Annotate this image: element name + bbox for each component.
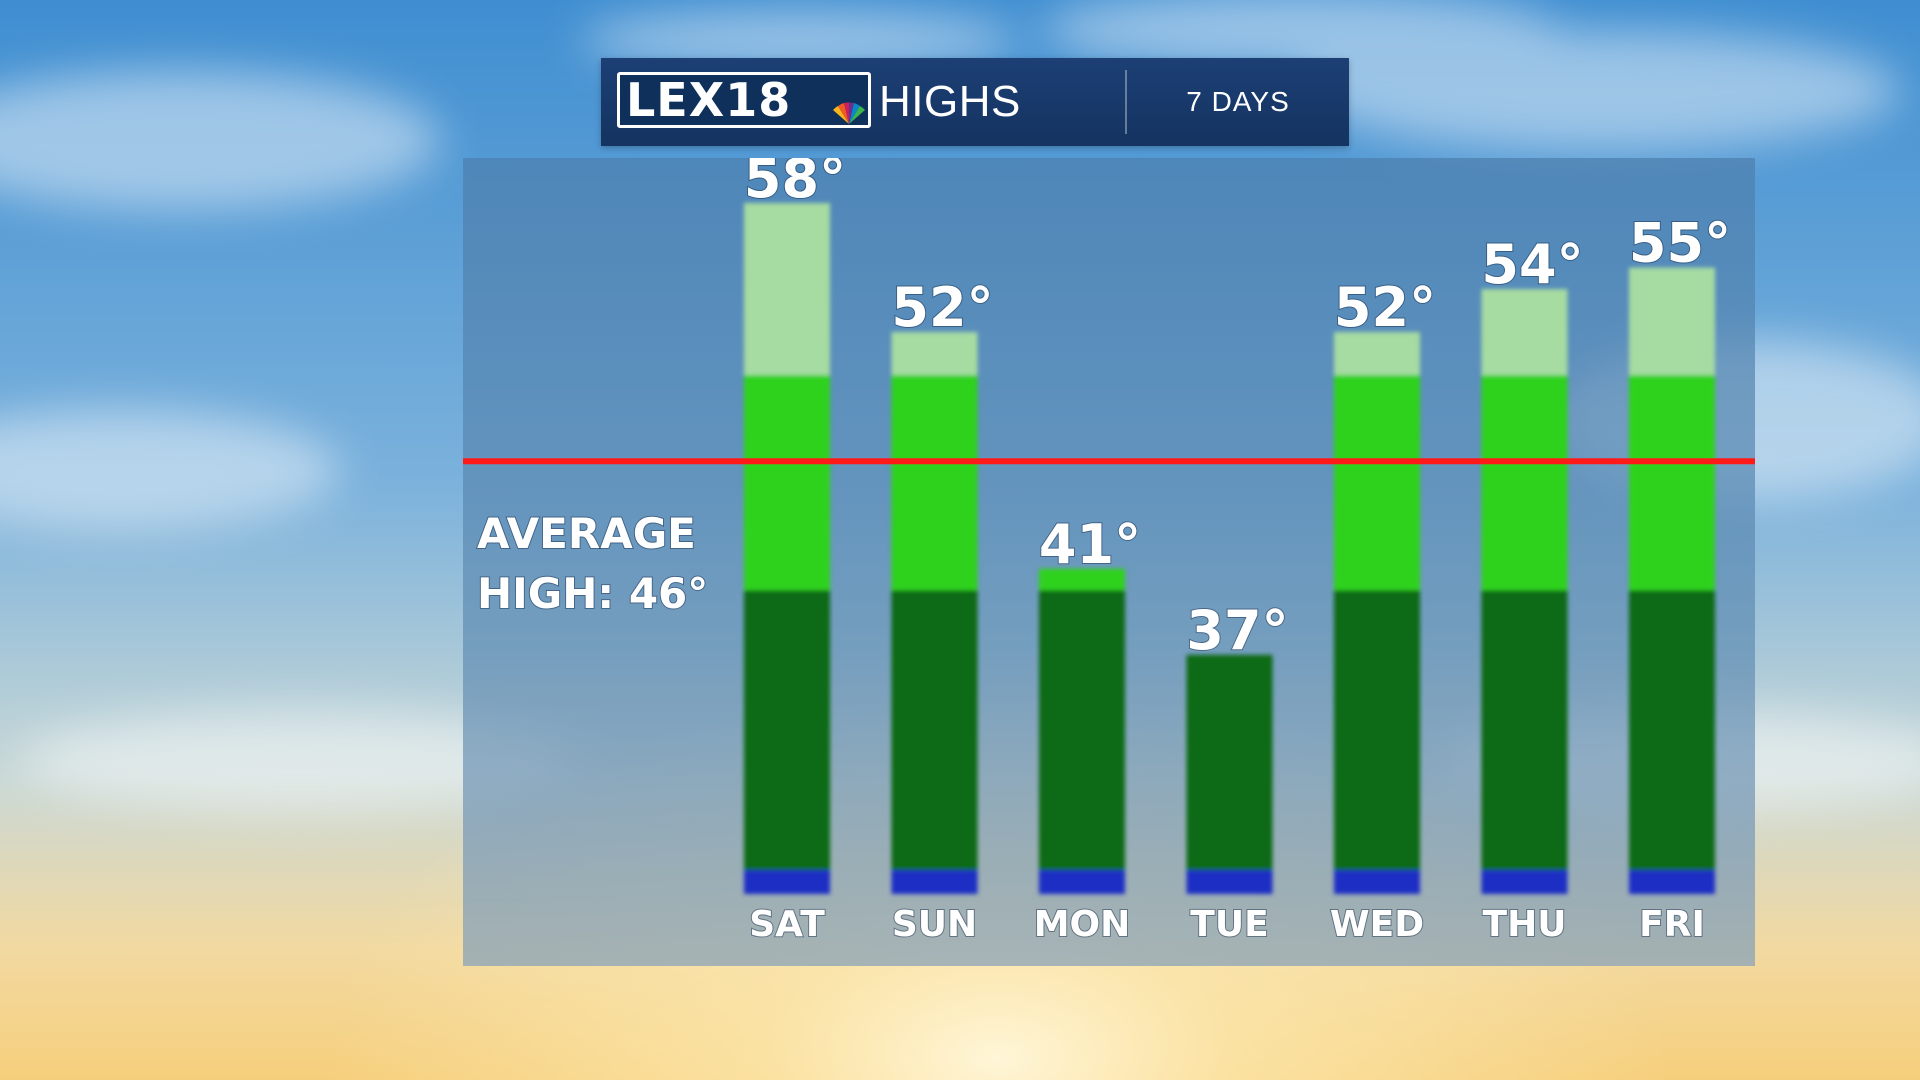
bar-cool-segment-sat xyxy=(744,590,830,870)
bar-mild-segment-sat xyxy=(744,375,830,591)
header-title: HIGHS xyxy=(879,77,1021,126)
bar-wed xyxy=(1334,332,1420,894)
bar-base-wed xyxy=(1334,870,1420,894)
bar-cool-segment-sun xyxy=(891,590,978,870)
peacock-icon xyxy=(833,102,865,124)
average-label-line1: AVERAGE xyxy=(477,509,696,558)
bar-group xyxy=(744,203,1715,894)
station-logo-text: LEX18 xyxy=(626,73,792,127)
forecast-period: 7 DAYS xyxy=(1186,86,1290,117)
value-label-mon: 41° xyxy=(1039,513,1141,576)
day-label-wed: WED xyxy=(1330,904,1424,945)
forecast-header: LEX18 HIGHS 7 DAYS xyxy=(601,58,1349,146)
day-label-sat: SAT xyxy=(749,904,825,945)
bar-fri xyxy=(1629,267,1715,894)
bar-base-mon xyxy=(1039,870,1125,894)
highs-bar-chart: 58° SAT 52° SUN 41° MON 37° TUE 52° WED 54° THU 55° F… xyxy=(463,158,1755,966)
bar-mild-segment-mon xyxy=(1039,568,1125,591)
day-label-fri: FRI xyxy=(1639,904,1705,945)
bar-sat xyxy=(744,203,830,894)
bar-warm-segment-fri xyxy=(1629,267,1715,376)
bar-warm-segment-wed xyxy=(1334,332,1420,376)
bar-mild-segment-sun xyxy=(891,375,978,591)
station-logo: LEX18 xyxy=(617,72,871,128)
bar-base-thu xyxy=(1481,870,1568,894)
day-label-mon: MON xyxy=(1034,904,1131,945)
bar-warm-segment-sun xyxy=(891,332,978,376)
value-label-fri: 55° xyxy=(1629,212,1731,275)
day-label-sun: SUN xyxy=(892,904,977,945)
bar-thu xyxy=(1481,289,1568,894)
bar-mild-segment-thu xyxy=(1481,375,1568,591)
bar-cool-segment-mon xyxy=(1039,590,1125,870)
bar-cool-segment-thu xyxy=(1481,590,1568,870)
day-label-thu: THU xyxy=(1483,904,1567,945)
value-label-sun: 52° xyxy=(891,276,993,339)
bar-base-sat xyxy=(744,870,830,894)
value-label-tue: 37° xyxy=(1186,599,1288,662)
bar-tue xyxy=(1186,654,1273,894)
bar-warm-segment-sat xyxy=(744,203,830,376)
bar-base-sun xyxy=(891,870,978,894)
value-label-wed: 52° xyxy=(1334,276,1436,339)
value-label-thu: 54° xyxy=(1481,233,1583,296)
bar-mon xyxy=(1039,568,1125,894)
bar-cool-segment-fri xyxy=(1629,590,1715,870)
bar-cool-segment-tue xyxy=(1186,654,1273,870)
day-label-tue: TUE xyxy=(1190,904,1268,945)
bar-cool-segment-wed xyxy=(1334,590,1420,870)
bar-sun xyxy=(891,332,978,894)
bar-base-tue xyxy=(1186,870,1273,894)
bar-base-fri xyxy=(1629,870,1715,894)
bar-warm-segment-thu xyxy=(1481,289,1568,376)
value-label-sat: 58° xyxy=(744,158,846,210)
bar-mild-segment-wed xyxy=(1334,375,1420,591)
bar-mild-segment-fri xyxy=(1629,375,1715,591)
average-label-line2: HIGH: 46° xyxy=(477,569,708,618)
header-divider xyxy=(1125,70,1127,134)
label-group: 58° SAT 52° SUN 41° MON 37° TUE 52° WED 54° THU 55° F… xyxy=(743,158,1732,946)
